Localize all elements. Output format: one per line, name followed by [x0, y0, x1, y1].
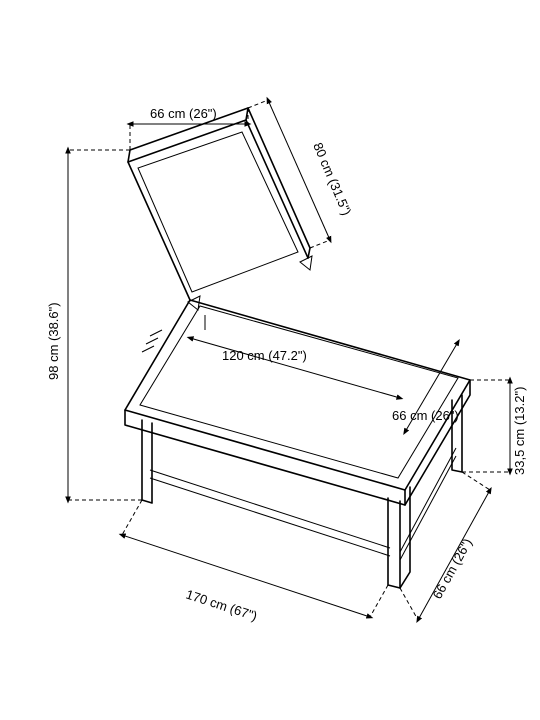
dim-seat-width: 66 cm (26")	[392, 342, 459, 432]
dim-seat-length: 120 cm (47.2")	[190, 338, 400, 398]
dim-label: 66 cm (26")	[392, 408, 459, 423]
dim-label: 33,5 cm (13.2")	[512, 387, 527, 475]
dim-overall-width: 66 cm (26")	[400, 472, 490, 620]
dim-label: 120 cm (47.2")	[222, 348, 307, 363]
dim-label: 80 cm (31.5")	[310, 140, 354, 217]
dim-label: 98 cm (38.6")	[46, 302, 61, 380]
dim-back-length: 80 cm (31.5")	[248, 100, 354, 248]
dim-label: 66 cm (26")	[150, 106, 217, 121]
dim-overall-length: 170 cm (67")	[122, 500, 388, 624]
dim-total-height: 98 cm (38.6")	[46, 150, 142, 500]
dimension-diagram: 66 cm (26") 80 cm (31.5") 98 cm (38.6") …	[0, 0, 540, 720]
dim-label: 170 cm (67")	[184, 587, 259, 624]
dim-label: 66 cm (26")	[430, 536, 475, 602]
dim-leg-height: 33,5 cm (13.2")	[462, 380, 527, 475]
